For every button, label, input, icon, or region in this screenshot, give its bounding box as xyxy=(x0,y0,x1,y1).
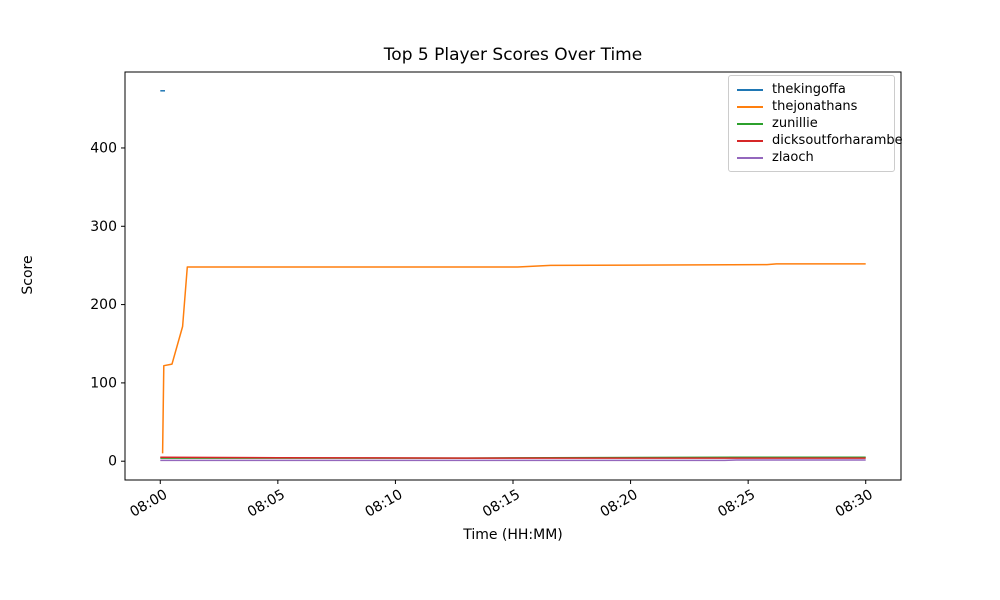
legend-label: thekingoffa xyxy=(772,82,846,97)
legend-swatch-dicksoutforharambe xyxy=(737,139,763,142)
legend-label: thejonathans xyxy=(772,99,858,114)
x-tick-label: 08:15 xyxy=(480,487,523,521)
legend-label: zunillie xyxy=(772,116,818,131)
y-axis-label: Score xyxy=(20,255,36,295)
y-tick-label: 200 xyxy=(90,297,117,313)
y-tick-label: 300 xyxy=(90,219,117,235)
series-line-thejonathans xyxy=(161,263,866,454)
y-tick-label: 0 xyxy=(108,454,117,470)
chart-title: Top 5 Player Scores Over Time xyxy=(383,45,643,65)
x-tick-label: 08:30 xyxy=(833,487,876,521)
legend-item: thekingoffa xyxy=(737,81,886,98)
legend-item: dicksoutforharambe xyxy=(737,132,903,149)
x-tick-label: 08:20 xyxy=(598,487,641,521)
legend: thekingoffa thejonathans zunillie dickso… xyxy=(728,75,903,172)
legend-swatch-thejonathans xyxy=(737,105,763,108)
legend-item: thejonathans xyxy=(737,98,886,115)
x-tick-label: 08:05 xyxy=(245,487,288,521)
legend-item: zlaoch xyxy=(737,149,886,166)
legend-swatch-thekingoffa xyxy=(737,88,763,91)
legend-item: zunillie xyxy=(737,115,886,132)
legend-swatch-zlaoch xyxy=(737,156,763,159)
x-tick-label: 08:25 xyxy=(715,487,758,521)
y-tick-label: 100 xyxy=(90,375,117,391)
x-tick-label: 08:00 xyxy=(127,487,170,521)
series-line-dicksoutforharambe xyxy=(160,456,866,459)
x-tick-label: 08:10 xyxy=(362,487,405,521)
y-tick-label: 400 xyxy=(90,140,117,156)
legend-label: dicksoutforharambe xyxy=(772,133,903,148)
legend-swatch-zunillie xyxy=(737,122,763,125)
x-axis-label: Time (HH:MM) xyxy=(463,527,563,543)
legend-label: zlaoch xyxy=(772,150,814,165)
